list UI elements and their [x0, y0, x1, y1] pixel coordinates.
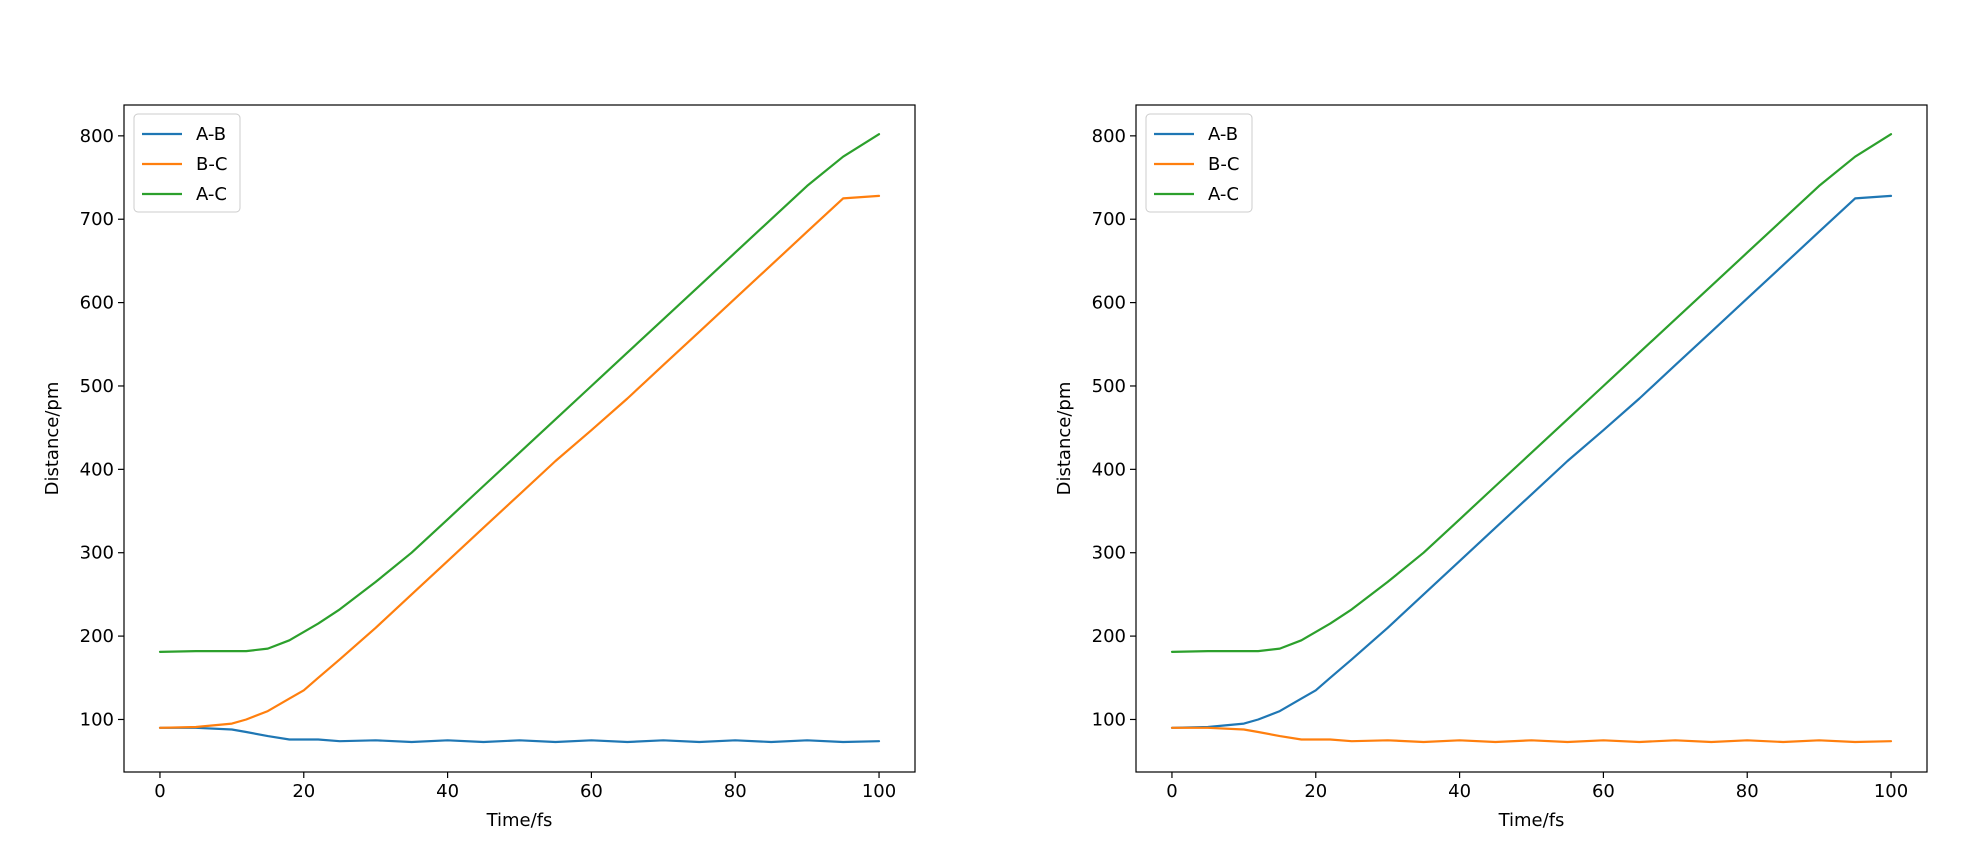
y-axis-label: Distance/pm	[1054, 382, 1075, 496]
y-tick-label: 600	[1092, 293, 1126, 314]
series-line-b-c	[158, 194, 881, 729]
x-axis-label: Time/fs	[1498, 810, 1565, 831]
axes-frame	[123, 104, 916, 773]
y-tick-label: 500	[80, 376, 114, 397]
x-tick-label: 100	[1874, 781, 1908, 802]
series-lines	[158, 133, 881, 744]
chart-1: 0 20 40 60 80 100 100 200 300 400 500 600 700 800 Time…	[42, 104, 916, 831]
x-axis-ticks: 0 20 40 60 80 100	[154, 772, 896, 802]
series-line-b-c	[1170, 726, 1893, 744]
y-tick-label: 400	[1092, 459, 1126, 480]
y-tick-label: 400	[80, 459, 114, 480]
series-line-a-c	[158, 133, 881, 654]
legend: A-B B-C A-C	[133, 113, 241, 213]
y-axis-label: Distance/pm	[42, 382, 63, 496]
y-tick-label: 500	[1092, 376, 1126, 397]
y-axis-ticks: 100 200 300 400 500 600 700 800	[1092, 126, 1136, 730]
x-tick-label: 20	[292, 781, 315, 802]
x-tick-label: 40	[436, 781, 459, 802]
x-tick-label: 80	[1736, 781, 1759, 802]
legend-label: A-B	[196, 124, 226, 145]
x-tick-label: 100	[862, 781, 896, 802]
y-tick-label: 300	[1092, 543, 1126, 564]
y-tick-label: 600	[80, 293, 114, 314]
legend-label: B-C	[196, 154, 227, 175]
x-tick-label: 80	[724, 781, 747, 802]
chart-2: 0 20 40 60 80 100 100 200 300 400 500 600 700 800 Time…	[1054, 104, 1928, 831]
legend: A-B B-C A-C	[1145, 113, 1253, 213]
x-tick-label: 0	[154, 781, 165, 802]
x-axis-ticks: 0 20 40 60 80 100	[1166, 772, 1908, 802]
axes-frame	[1135, 104, 1928, 773]
x-axis-label: Time/fs	[486, 810, 553, 831]
legend-box	[1145, 113, 1253, 213]
y-tick-label: 200	[80, 626, 114, 647]
y-tick-label: 800	[1092, 126, 1126, 147]
legend-label: B-C	[1208, 154, 1239, 175]
legend-label: A-C	[196, 184, 227, 205]
y-tick-label: 700	[80, 209, 114, 230]
y-axis-ticks: 100 200 300 400 500 600 700 800	[80, 126, 124, 730]
x-tick-label: 20	[1304, 781, 1327, 802]
series-line-a-b	[1170, 194, 1893, 729]
legend-box	[133, 113, 241, 213]
series-line-a-c	[1170, 133, 1893, 654]
legend-label: A-B	[1208, 124, 1238, 145]
series-lines	[1170, 133, 1893, 744]
y-tick-label: 100	[80, 709, 114, 730]
y-tick-label: 300	[80, 543, 114, 564]
x-tick-label: 0	[1166, 781, 1177, 802]
x-tick-label: 60	[1592, 781, 1615, 802]
x-tick-label: 60	[580, 781, 603, 802]
x-tick-label: 40	[1448, 781, 1471, 802]
y-tick-label: 100	[1092, 709, 1126, 730]
series-line-a-b	[158, 726, 881, 744]
y-tick-label: 700	[1092, 209, 1126, 230]
legend-label: A-C	[1208, 184, 1239, 205]
y-tick-label: 800	[80, 126, 114, 147]
y-tick-label: 200	[1092, 626, 1126, 647]
